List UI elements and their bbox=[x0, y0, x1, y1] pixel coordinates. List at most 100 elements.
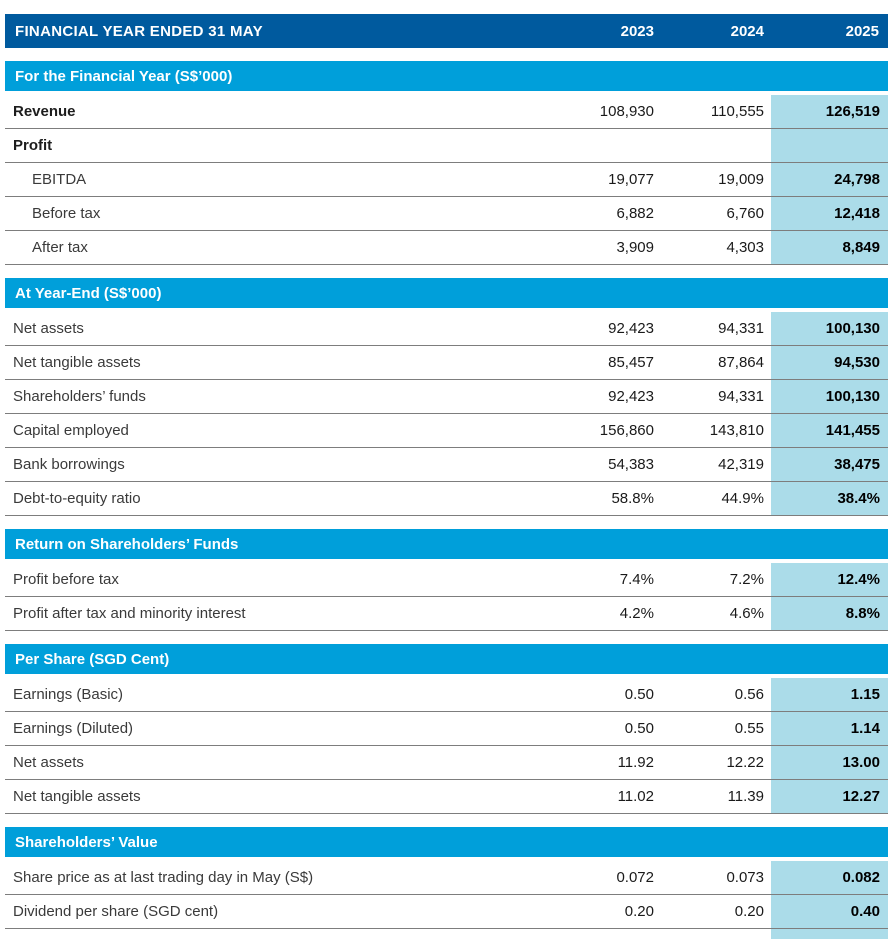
value-2023: 58.8% bbox=[611, 490, 654, 507]
table-row: Capital employed 156,860 143,810 141,455 bbox=[5, 414, 888, 448]
table-row: Net tangible assets 85,457 87,864 94,530 bbox=[5, 346, 888, 380]
table-row: After tax 3,909 4,303 8,849 bbox=[5, 231, 888, 265]
value-2025: 100,130 bbox=[771, 380, 888, 413]
value-2024: 0.56 bbox=[734, 686, 764, 703]
table-row: Profit bbox=[5, 129, 888, 163]
value-2025: 0.082 bbox=[771, 861, 888, 894]
value-2025: 141,455 bbox=[771, 414, 888, 447]
section-title: Shareholders’ Value bbox=[15, 833, 158, 851]
section-rows: Net assets 92,423 94,331 100,130 Net tan… bbox=[5, 312, 888, 516]
row-label: Debt-to-equity ratio bbox=[13, 490, 141, 507]
row-label: Net assets bbox=[13, 320, 84, 337]
table-sections: For the Financial Year (S$’000) Revenue … bbox=[5, 61, 888, 929]
value-2025: 12,418 bbox=[771, 197, 888, 230]
section-title: Return on Shareholders’ Funds bbox=[15, 535, 239, 553]
value-2023: 0.50 bbox=[624, 686, 654, 703]
value-2024: 0.073 bbox=[726, 869, 764, 886]
row-label: Profit before tax bbox=[13, 571, 119, 588]
table-row: Earnings (Diluted) 0.50 0.55 1.14 bbox=[5, 712, 888, 746]
row-label: Bank borrowings bbox=[13, 456, 125, 473]
year-column-header-2023: 2023 bbox=[620, 22, 654, 40]
table-section: Per Share (SGD Cent) Earnings (Basic) 0.… bbox=[5, 644, 888, 814]
value-2024: 0.20 bbox=[734, 903, 764, 920]
value-2023: 0.072 bbox=[616, 869, 654, 886]
value-2023 bbox=[551, 129, 661, 162]
table-row: Before tax 6,882 6,760 12,418 bbox=[5, 197, 888, 231]
table-title: FINANCIAL YEAR ENDED 31 MAY bbox=[15, 22, 263, 40]
value-2023: 19,077 bbox=[608, 171, 654, 188]
value-2024: 7.2% bbox=[729, 571, 764, 588]
value-2023: 4.2% bbox=[619, 605, 654, 622]
table-row: Profit before tax 7.4% 7.2% 12.4% bbox=[5, 563, 888, 597]
value-2024: 6,760 bbox=[726, 205, 764, 222]
table-row: Dividend per share (SGD cent) 0.20 0.20 … bbox=[5, 895, 888, 929]
table-row: Earnings (Basic) 0.50 0.56 1.15 bbox=[5, 678, 888, 712]
value-2024: 87,864 bbox=[718, 354, 764, 371]
value-2025: 24,798 bbox=[771, 163, 888, 196]
section-header-bar: Return on Shareholders’ Funds bbox=[5, 529, 888, 559]
value-2023: 85,457 bbox=[608, 354, 654, 371]
table-section: Return on Shareholders’ Funds Profit bef… bbox=[5, 529, 888, 631]
table-header-bar: FINANCIAL YEAR ENDED 31 MAY 2023 2024 20… bbox=[5, 14, 888, 48]
row-label: Net tangible assets bbox=[13, 788, 141, 805]
row-label: Share price as at last trading day in Ma… bbox=[13, 869, 314, 886]
value-2025: 12.4% bbox=[771, 563, 888, 596]
value-2023: 11.92 bbox=[617, 754, 654, 771]
value-2025: 1.15 bbox=[771, 678, 888, 711]
value-2024: 19,009 bbox=[718, 171, 764, 188]
section-header-bar: Shareholders’ Value bbox=[5, 827, 888, 857]
row-label: Net assets bbox=[13, 754, 84, 771]
section-rows: Profit before tax 7.4% 7.2% 12.4% Profit… bbox=[5, 563, 888, 631]
value-2025: 8.8% bbox=[771, 597, 888, 630]
table-section: At Year-End (S$’000) Net assets 92,423 9… bbox=[5, 278, 888, 516]
value-2024 bbox=[661, 129, 771, 162]
row-label: Profit after tax and minority interest bbox=[13, 605, 246, 622]
value-2024: 4,303 bbox=[726, 239, 764, 256]
value-2023: 92,423 bbox=[608, 320, 654, 337]
row-label: EBITDA bbox=[32, 171, 87, 188]
value-2024: 12.22 bbox=[726, 754, 764, 771]
value-2024: 4.6% bbox=[729, 605, 764, 622]
value-2023: 0.50 bbox=[624, 720, 654, 737]
section-rows: Earnings (Basic) 0.50 0.56 1.15 Earnings… bbox=[5, 678, 888, 814]
row-label: Shareholders’ funds bbox=[13, 388, 146, 405]
row-label: Earnings (Basic) bbox=[13, 686, 124, 703]
value-2024: 44.9% bbox=[721, 490, 764, 507]
value-2025: 12.27 bbox=[771, 780, 888, 813]
value-2024: 0.55 bbox=[734, 720, 764, 737]
value-2025: 0.40 bbox=[771, 895, 888, 928]
value-2025 bbox=[771, 129, 888, 162]
year-column-header-2025: 2025 bbox=[845, 22, 879, 40]
value-2024: 110,555 bbox=[710, 103, 764, 120]
value-2023: 6,882 bbox=[616, 205, 654, 222]
section-title: Per Share (SGD Cent) bbox=[15, 650, 170, 668]
value-2023: 108,930 bbox=[599, 103, 654, 120]
section-header-bar: For the Financial Year (S$’000) bbox=[5, 61, 888, 91]
table-row: Net tangible assets 11.02 11.39 12.27 bbox=[5, 780, 888, 814]
table-section: For the Financial Year (S$’000) Revenue … bbox=[5, 61, 888, 265]
value-2023: 92,423 bbox=[608, 388, 654, 405]
table-row: Net assets 11.92 12.22 13.00 bbox=[5, 746, 888, 780]
value-2024: 42,319 bbox=[718, 456, 764, 473]
table-row: Share price as at last trading day in Ma… bbox=[5, 861, 888, 895]
table-row: Net assets 92,423 94,331 100,130 bbox=[5, 312, 888, 346]
value-2023: 7.4% bbox=[619, 571, 654, 588]
value-2025: 13.00 bbox=[771, 746, 888, 779]
value-2023: 3,909 bbox=[616, 239, 654, 256]
row-label: Earnings (Diluted) bbox=[13, 720, 134, 737]
value-2023: 11.02 bbox=[617, 788, 654, 805]
value-2024: 94,331 bbox=[718, 388, 764, 405]
section-title: For the Financial Year (S$’000) bbox=[15, 67, 233, 85]
row-label: Profit bbox=[13, 137, 53, 154]
table-row: EBITDA 19,077 19,009 24,798 bbox=[5, 163, 888, 197]
value-2023: 0.20 bbox=[624, 903, 654, 920]
section-title: At Year-End (S$’000) bbox=[15, 284, 162, 302]
value-2024: 94,331 bbox=[718, 320, 764, 337]
section-header-bar: At Year-End (S$’000) bbox=[5, 278, 888, 308]
value-2023: 156,860 bbox=[599, 422, 654, 439]
value-2023: 54,383 bbox=[608, 456, 654, 473]
year-column-header-2024: 2024 bbox=[730, 22, 764, 40]
value-2025: 38,475 bbox=[771, 448, 888, 481]
table-row: Revenue 108,930 110,555 126,519 bbox=[5, 95, 888, 129]
row-label: Capital employed bbox=[13, 422, 129, 439]
